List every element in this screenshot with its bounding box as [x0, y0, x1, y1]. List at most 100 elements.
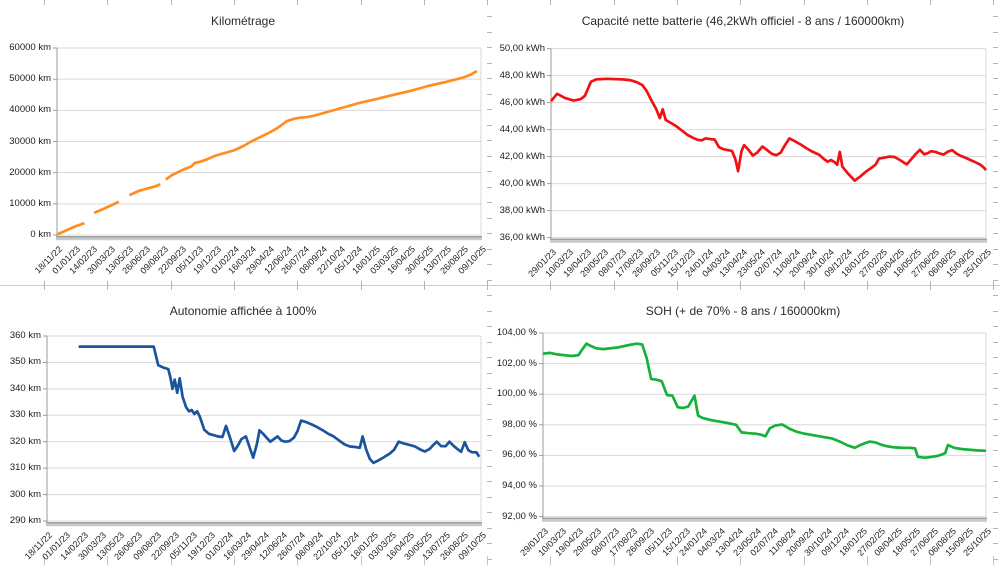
cell-grid-mark [487, 512, 492, 513]
autonomie-plot-area [43, 335, 482, 527]
cell-grid-mark [424, 281, 425, 290]
cell-grid-mark [993, 233, 998, 234]
cell-grid-mark [107, 0, 108, 5]
cell-grid-mark [487, 326, 492, 327]
y-axis-label: 48,00 kWh [499, 69, 545, 81]
y-axis-label: 100,00 % [496, 388, 537, 400]
cell-grid-mark [487, 404, 492, 405]
cell-grid-mark [487, 16, 492, 17]
cell-grid-mark [487, 373, 492, 374]
cell-grid-mark [487, 249, 492, 250]
cell-grid-mark [107, 556, 108, 565]
cell-grid-mark [930, 0, 931, 5]
y-axis-label: 98,00 % [502, 418, 537, 430]
kilometrage-line-segment [128, 182, 161, 197]
x-axis-band [56, 236, 482, 238]
y-axis-label: 290 km [9, 515, 41, 526]
soh-plot-area [539, 332, 987, 522]
cell-grid-mark [487, 481, 492, 482]
cell-grid-mark [487, 388, 492, 389]
cell-grid-mark [487, 156, 492, 157]
chart-title-kilometrage: Kilométrage [210, 14, 276, 28]
y-axis-label: 320 km [9, 435, 41, 447]
y-axis-label: 310 km [9, 462, 41, 474]
y-axis-label: 30000 km [9, 135, 51, 147]
cell-grid-mark [297, 281, 298, 290]
chart-autonomie: Autonomie affichée à 100% 360 km 350 km 34… [0, 285, 500, 570]
y-axis-label: 50,00 kWh [499, 42, 545, 54]
cell-grid-mark [171, 0, 172, 5]
cell-grid-mark [487, 63, 492, 64]
cell-grid-mark [44, 0, 45, 5]
cell-grid-mark [487, 559, 492, 560]
cell-grid-mark [993, 63, 998, 64]
cell-grid-mark [804, 281, 805, 290]
cell-grid-mark [171, 281, 172, 290]
cell-grid-mark [993, 32, 998, 33]
cell-grid-mark [614, 556, 615, 565]
x-axis-band-shadow [56, 237, 482, 241]
cell-grid-mark [993, 140, 998, 141]
cell-grid-mark [44, 281, 45, 290]
cell-grid-mark [487, 497, 492, 498]
cell-grid-mark [487, 0, 488, 5]
cell-grid-mark [993, 556, 994, 565]
cell-grid-mark [487, 140, 492, 141]
cell-grid-mark [487, 435, 492, 436]
cell-grid-mark [234, 556, 235, 565]
x-axis-band-shadow [550, 240, 987, 243]
cell-grid-mark [171, 556, 172, 565]
x-axis-band-shadow [542, 519, 987, 522]
cell-grid-mark [993, 559, 998, 560]
cell-grid-mark [993, 16, 998, 17]
autonomie-line-segment [78, 345, 481, 465]
cell-grid-mark [361, 556, 362, 565]
cell-grid-mark [677, 556, 678, 565]
cell-grid-mark [993, 249, 998, 250]
y-axis-label: 96,00 % [502, 449, 537, 461]
cell-grid-mark [487, 125, 492, 126]
cell-grid-mark [993, 156, 998, 157]
cell-grid-mark [993, 388, 998, 389]
y-axis-label: 104,00 % [496, 327, 537, 338]
cell-grid-mark [487, 32, 492, 33]
cell-grid-mark [487, 450, 492, 451]
y-axis-label: 340 km [9, 382, 41, 394]
cell-grid-mark [993, 357, 998, 358]
cell-grid-mark [361, 0, 362, 5]
chart-title-capacite-batterie: Capacité nette batterie (46,2kWh officie… [581, 14, 905, 28]
cell-grid-mark [993, 202, 998, 203]
cell-grid-mark [804, 0, 805, 5]
capacite-batterie-line-segment [549, 77, 988, 182]
cell-grid-mark [993, 187, 998, 188]
chart-title-soh: SOH (+ de 70% - 8 ans / 160000km) [645, 304, 841, 318]
cell-grid-mark [424, 556, 425, 565]
cell-grid-mark [234, 0, 235, 5]
cell-grid-mark [993, 109, 998, 110]
kilometrage-plot-area [53, 47, 482, 241]
y-axis-label: 50000 km [9, 73, 51, 85]
cell-grid-mark [804, 556, 805, 565]
cell-grid-mark [487, 233, 492, 234]
cell-grid-mark [297, 556, 298, 565]
soh-line-segment [542, 342, 987, 460]
y-axis-label: 102,00 % [496, 357, 537, 369]
chart-capacite-batterie: Capacité nette batterie (46,2kWh officie… [500, 0, 1000, 285]
cell-grid-mark [487, 556, 488, 565]
cell-grid-mark [361, 281, 362, 290]
cell-grid-mark [487, 47, 492, 48]
cell-grid-mark [867, 0, 868, 5]
cell-grid-mark [487, 281, 488, 290]
cell-grid-mark [740, 0, 741, 5]
cell-grid-mark [677, 281, 678, 290]
cell-grid-mark [487, 311, 492, 312]
y-axis-label: 20000 km [9, 166, 51, 178]
cell-grid-mark [993, 450, 998, 451]
cell-grid-mark [487, 357, 492, 358]
y-axis-label: 330 km [9, 409, 41, 421]
y-axis-label: 40,00 kWh [499, 177, 545, 189]
cell-grid-mark [993, 528, 998, 529]
cell-grid-mark [550, 0, 551, 5]
cell-grid-mark [487, 295, 492, 296]
